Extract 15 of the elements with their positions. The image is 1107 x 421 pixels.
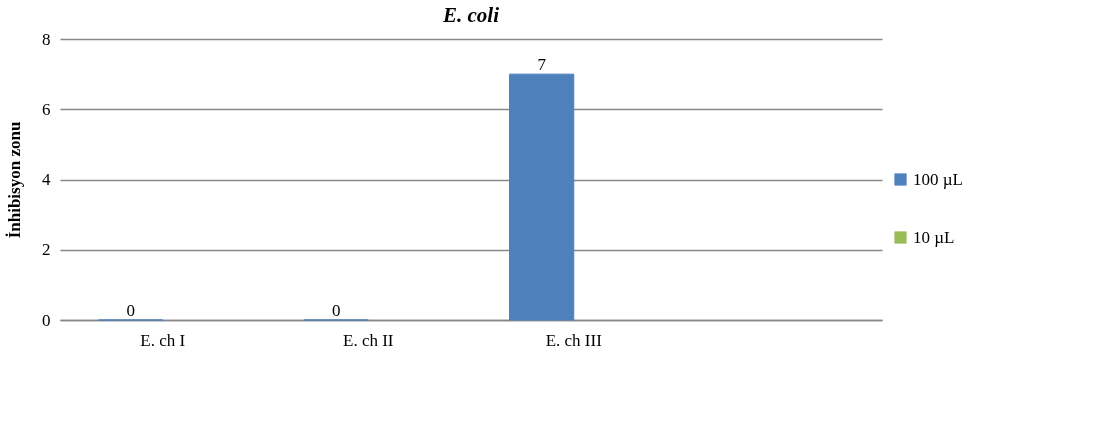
data-label: 7 (537, 55, 547, 75)
x-tick-label: E. ch I (140, 330, 186, 350)
y-tick-label: 6 (42, 99, 51, 119)
x-tick-label: E. ch II (342, 330, 394, 350)
y-tick-label: 4 (42, 170, 51, 189)
data-label: 0 (126, 301, 135, 320)
y-axis-title: İnhibisyon zonu (5, 121, 24, 239)
x-tick-label: E. ch III (545, 330, 603, 350)
chart-title: E. coli (442, 3, 500, 27)
legend-label: 10 µL (913, 227, 955, 247)
legend-label: 100 µL (913, 169, 963, 189)
y-tick-label: 2 (42, 240, 51, 260)
data-label: 0 (331, 301, 341, 320)
y-tick-label: 8 (42, 29, 51, 49)
y-tick-label: 0 (42, 310, 51, 330)
